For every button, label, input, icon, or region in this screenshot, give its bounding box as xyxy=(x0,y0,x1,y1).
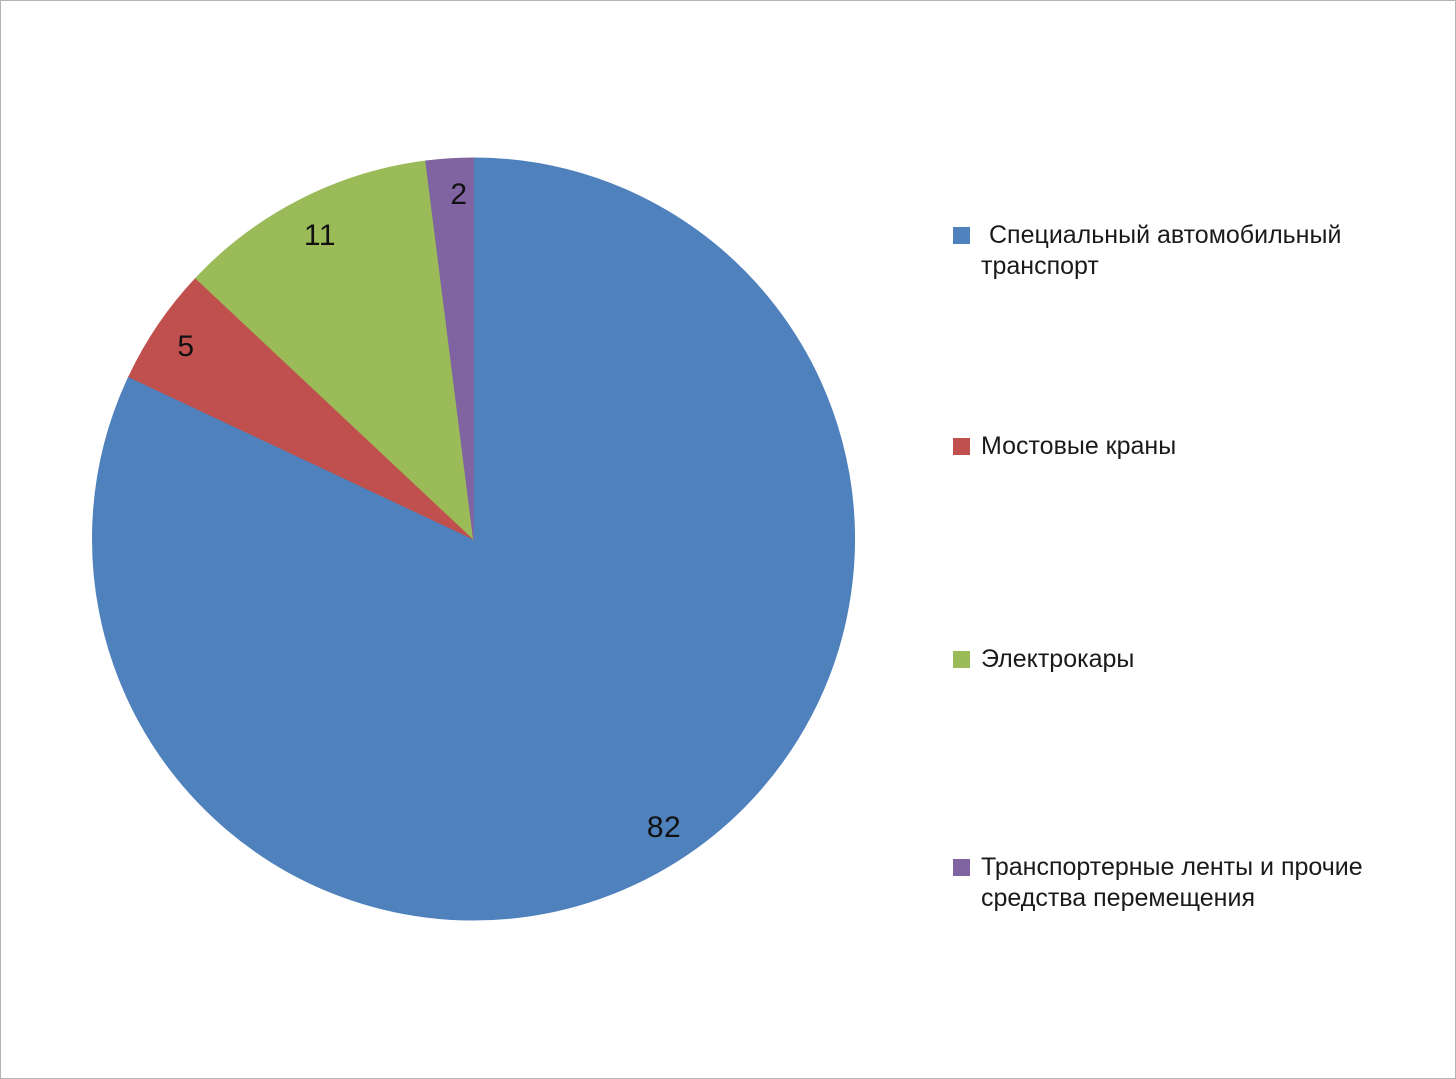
legend-item-bridge-cranes[interactable]: Мостовые краны xyxy=(953,431,1423,462)
pie-chart-graphic xyxy=(92,157,855,921)
legend-swatch-green-icon xyxy=(953,651,970,668)
pie-slice[interactable] xyxy=(195,160,475,541)
legend-swatch-blue-icon xyxy=(953,227,970,244)
legend-item-electric-carts[interactable]: Электрокары xyxy=(953,644,1423,675)
slice-data-label-red: 5 xyxy=(177,330,195,363)
legend-swatch-purple-icon xyxy=(953,859,970,876)
slice-data-label-purple: 2 xyxy=(450,178,468,211)
legend-label-bridge-cranes: Мостовые краны xyxy=(981,432,1177,460)
legend-label-conveyor-belts: Транспортерные ленты и прочие средства п… xyxy=(981,853,1363,912)
slice-data-label-blue: 82 xyxy=(646,811,682,844)
legend-item-conveyor-belts[interactable]: Транспортерные ленты и прочие средства п… xyxy=(953,852,1423,914)
legend-label-special-automobile-transport: Специальный автомобильный транспорт xyxy=(981,221,1342,280)
legend-item-special-automobile-transport[interactable]: Специальный автомобильный транспорт xyxy=(953,220,1423,282)
legend-swatch-red-icon xyxy=(953,438,970,455)
pie-slice[interactable] xyxy=(425,157,474,540)
legend-label-electric-carts: Электрокары xyxy=(981,645,1135,673)
pie-slices xyxy=(92,157,855,921)
pie-chart-plot-area: 82 5 11 2 xyxy=(1,1,941,1078)
slice-data-label-green: 11 xyxy=(303,219,337,252)
chart-legend: Специальный автомобильный транспорт Мост… xyxy=(953,1,1453,1078)
